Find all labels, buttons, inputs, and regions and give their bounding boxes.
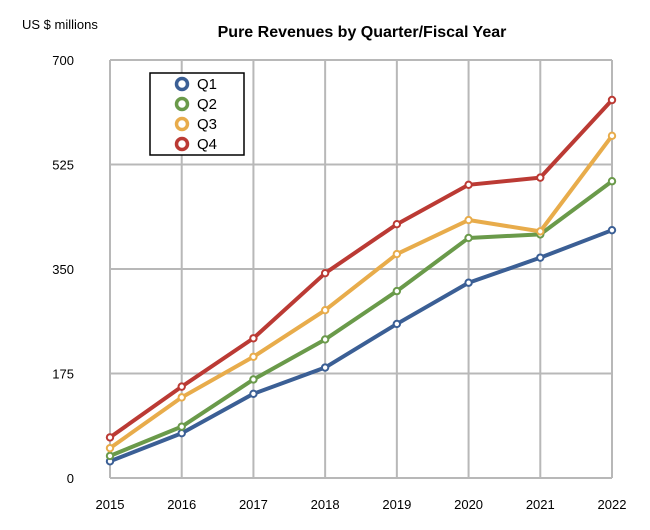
data-point	[536, 253, 545, 262]
legend-marker	[174, 116, 190, 132]
x-tick-label: 2016	[167, 497, 196, 512]
series-line	[109, 179, 614, 458]
data-point	[320, 268, 330, 278]
legend-item: Q1	[174, 76, 217, 93]
data-point	[105, 443, 115, 453]
data-point	[392, 319, 402, 329]
y-tick-label: 175	[52, 367, 74, 382]
legend-label: Q1	[197, 76, 217, 93]
data-point	[464, 215, 473, 225]
grid	[109, 59, 613, 479]
legend-label: Q4	[197, 136, 217, 153]
legend: Q1 Q2 Q3 Q4	[149, 72, 245, 156]
y-tick-label: 700	[52, 53, 74, 68]
series-line	[108, 98, 614, 440]
y-tick-label: 350	[52, 262, 74, 277]
data-point	[177, 429, 186, 438]
y-tick-labels: 0 175 350 525 700	[52, 53, 74, 486]
legend-marker	[174, 136, 190, 152]
data-point	[249, 334, 258, 343]
data-point	[177, 382, 186, 391]
data-point	[392, 249, 402, 259]
data-point	[392, 286, 402, 296]
x-tick-label: 2022	[598, 497, 627, 512]
x-tick-labels: 2015 2016 2017 2018 2019 2020 2021 2022	[96, 497, 627, 512]
data-point	[464, 180, 473, 190]
series-q1	[105, 225, 617, 466]
data-point	[607, 177, 617, 186]
data-point	[105, 433, 115, 442]
x-tick-label: 2021	[526, 497, 555, 512]
x-tick-label: 2017	[239, 497, 268, 512]
series-q4	[105, 95, 617, 442]
series-lines	[105, 95, 617, 466]
x-tick-label: 2019	[382, 497, 411, 512]
legend-marker	[174, 76, 190, 92]
data-point	[249, 389, 258, 399]
data-point	[320, 335, 330, 344]
y-tick-label: 525	[52, 158, 74, 173]
x-tick-label: 2015	[96, 497, 125, 512]
data-point	[607, 225, 617, 235]
data-point	[607, 95, 617, 105]
legend-label: Q3	[197, 116, 217, 133]
data-point	[177, 422, 186, 431]
series-q2	[105, 177, 617, 461]
legend-item: Q4	[174, 136, 217, 153]
chart-title: Pure Revenues by Quarter/Fiscal Year	[218, 24, 507, 41]
data-point	[536, 227, 545, 236]
legend-box	[149, 72, 245, 156]
legend-item: Q2	[174, 96, 217, 113]
data-point	[320, 363, 330, 372]
data-point	[392, 220, 402, 229]
data-point	[320, 306, 330, 315]
series-q3	[105, 131, 617, 453]
data-point	[249, 352, 258, 361]
y-tick-label: 0	[67, 471, 74, 486]
legend-item: Q3	[174, 116, 217, 133]
series-line	[108, 134, 614, 450]
legend-marker	[174, 96, 190, 112]
data-point	[105, 451, 115, 461]
x-tick-label: 2018	[311, 497, 340, 512]
x-tick-label: 2020	[454, 497, 483, 512]
y-axis-label: US $ millions	[22, 17, 98, 32]
legend-label: Q2	[197, 96, 217, 113]
series-line	[109, 228, 613, 464]
data-point	[536, 173, 545, 182]
data-point	[464, 278, 473, 287]
data-point	[464, 233, 473, 243]
data-point	[607, 131, 617, 141]
data-point	[177, 393, 186, 402]
data-point	[249, 375, 258, 384]
